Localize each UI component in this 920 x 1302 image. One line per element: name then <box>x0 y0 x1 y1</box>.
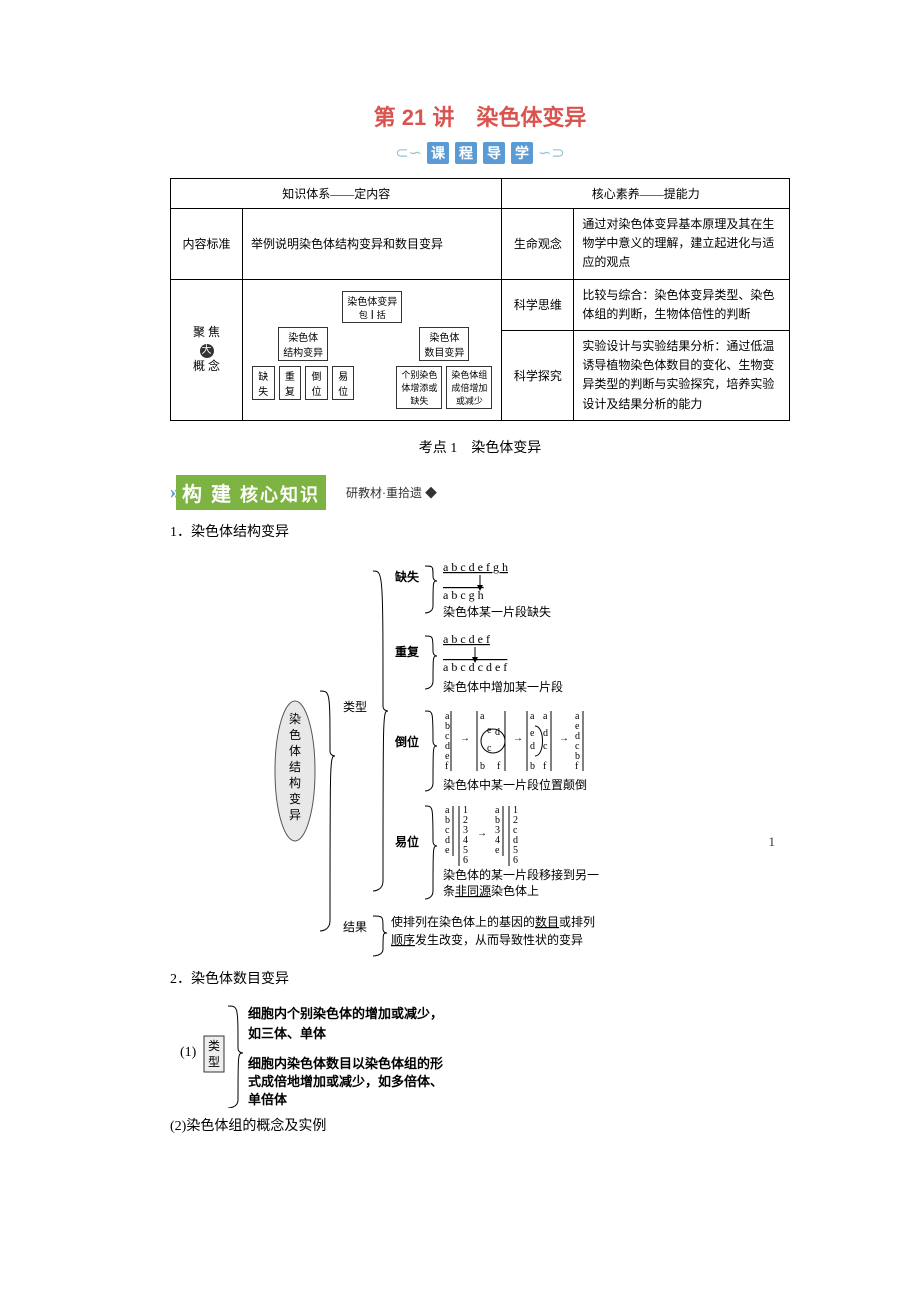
svg-text:类: 类 <box>208 1039 220 1053</box>
tree-leaf: 染色体组 成倍增加 或减少 <box>446 366 492 409</box>
svg-text:f: f <box>543 761 547 772</box>
tree-node: 染色体变异包┃括 <box>342 291 402 323</box>
svg-text:f: f <box>575 761 579 772</box>
svg-text:→: → <box>460 733 470 744</box>
tree-leaf: 重复 <box>279 366 302 400</box>
page-number: 1 <box>769 834 776 850</box>
desc: 条非同源染色体上 <box>443 883 539 898</box>
prefix: (1) <box>180 1040 196 1065</box>
lesson-title: 第 21 讲 染色体变异 <box>170 100 790 132</box>
svg-text:→: → <box>477 828 487 839</box>
cell-label: 生命观念 <box>502 209 574 280</box>
svg-text:e: e <box>495 845 500 856</box>
svg-text:e: e <box>445 845 450 856</box>
svg-text:a: a <box>530 711 535 722</box>
seq: a b c d c d e f <box>443 660 507 674</box>
seq: a b c g h <box>443 588 484 602</box>
th-left: 知识体系——定内容 <box>171 179 502 209</box>
cell-label: 内容标准 <box>171 209 243 280</box>
svg-text:c: c <box>487 743 492 754</box>
diag-text: 细胞内个别染色体的增加或减少， <box>248 1006 443 1021</box>
svg-text:→: → <box>559 733 569 744</box>
svg-text:d: d <box>495 727 500 738</box>
diag-text: 细胞内染色体数目以染色体组的形 <box>248 1056 443 1071</box>
cell-text: 比较与综合：染色体变异类型、染色体组的判断，生物体倍性的判断 <box>574 279 790 330</box>
svg-text:变: 变 <box>289 791 301 806</box>
heading-2: 2．染色体数目变异 <box>170 967 790 992</box>
cell-diagram: 染色体变异包┃括 染色体 结构变异 缺失 重复 倒位 易位 <box>243 279 502 420</box>
result-text: 顺序发生改变，从而导致性状的变异 <box>391 932 583 947</box>
svg-text:e: e <box>530 728 535 739</box>
result-text: 使排列在染色体上的基因的数目或排列 <box>391 914 595 929</box>
svg-text:体: 体 <box>289 744 301 758</box>
cell-text: 举例说明染色体结构变异和数目变异 <box>243 209 502 280</box>
svg-text:a: a <box>480 711 485 722</box>
section-header: » 构 建 核心知识 研教材·重拾遗 ◆ <box>170 475 790 510</box>
flourish-left-icon: ⊂∽ <box>395 143 422 163</box>
tree-leaf: 缺失 <box>252 366 275 400</box>
structure-diagram: 染 色 体 结 构 变 异 类型 结果 缺失 a b c d e f g h a… <box>265 551 695 961</box>
tree-leaf: 易位 <box>332 366 355 400</box>
svg-text:b: b <box>530 761 535 772</box>
svg-text:6: 6 <box>463 855 468 866</box>
seq: a b c d e f <box>443 632 490 646</box>
svg-text:f: f <box>497 761 501 772</box>
cell-text: 通过对染色体变异基本原理及其在生物学中意义的理解，建立起进化与适应的观点 <box>574 209 790 280</box>
svg-text:异: 异 <box>289 808 301 822</box>
desc: 染色体中增加某一片段 <box>443 679 563 694</box>
svg-text:结: 结 <box>289 760 301 774</box>
svg-text:f: f <box>445 761 449 772</box>
diag-text: 式成倍地增加或减少，如多倍体、 <box>248 1074 443 1089</box>
svg-text:→: → <box>513 733 523 744</box>
svg-text:a: a <box>543 711 548 722</box>
flourish-right-icon: ∽⊃ <box>538 143 565 163</box>
svg-text:c: c <box>543 741 548 752</box>
svg-text:色: 色 <box>289 728 301 742</box>
svg-text:d: d <box>543 728 548 739</box>
svg-text:型: 型 <box>208 1055 220 1069</box>
banner-char: 程 <box>455 142 477 164</box>
type-label: 类型 <box>343 700 367 714</box>
banner-char: 学 <box>511 142 533 164</box>
banner-char: 导 <box>483 142 505 164</box>
cell-label: 聚 焦 大 概 念 <box>171 279 243 420</box>
svg-text:6: 6 <box>513 855 518 866</box>
diag-text: 如三体、单体 <box>248 1026 327 1041</box>
row-name: 缺失 <box>395 569 420 584</box>
heading-1: 1．染色体结构变异 <box>170 520 790 545</box>
knowledge-table: 知识体系——定内容 核心素养——提能力 内容标准 举例说明染色体结构变异和数目变… <box>170 178 790 421</box>
number-diagram: 类 型 细胞内个别染色体的增加或减少， 如三体、单体 细胞内染色体数目以染色体组… <box>196 998 556 1108</box>
tree-leaf: 倒位 <box>305 366 328 400</box>
section-subtitle: 研教材·重拾遗 ◆ <box>346 484 437 501</box>
cell-label: 科学思维 <box>502 279 574 330</box>
cell-label: 科学探究 <box>502 330 574 420</box>
row-name: 重复 <box>395 644 420 659</box>
topic-heading: 考点 1 染色体变异 <box>170 437 790 457</box>
seq: a b c d e f g h <box>443 560 508 574</box>
circle-icon: 大 <box>200 344 214 358</box>
result-label: 结果 <box>343 920 367 934</box>
oval-label: 染 <box>289 711 301 726</box>
banner-char: 课 <box>427 142 449 164</box>
section-title: 构 建 核心知识 <box>176 475 326 510</box>
tree-node: 染色体 数目变异 <box>419 327 469 361</box>
desc: 染色体的某一片段移接到另一 <box>443 867 599 882</box>
svg-text:b: b <box>480 761 485 772</box>
desc: 染色体中某一片段位置颠倒 <box>443 777 587 792</box>
svg-text:e: e <box>487 725 492 736</box>
desc: 染色体某一片段缺失 <box>443 604 551 619</box>
svg-text:构: 构 <box>289 775 301 790</box>
cell-text: 实验设计与实验结果分析：通过低温诱导植物染色体数目的变化、生物变异类型的判断与实… <box>574 330 790 420</box>
row-name: 易位 <box>395 834 419 849</box>
heading-3: (2)染色体组的概念及实例 <box>170 1114 790 1139</box>
row-name: 倒位 <box>394 734 419 749</box>
tree-node: 染色体 结构变异 <box>278 327 328 361</box>
diag-text: 单倍体 <box>248 1092 288 1107</box>
svg-text:d: d <box>530 741 535 752</box>
tree-leaf: 个别染色 体增添或 缺失 <box>396 366 442 409</box>
banner: ⊂∽ 课 程 导 学 ∽⊃ <box>170 142 790 164</box>
th-right: 核心素养——提能力 <box>502 179 790 209</box>
